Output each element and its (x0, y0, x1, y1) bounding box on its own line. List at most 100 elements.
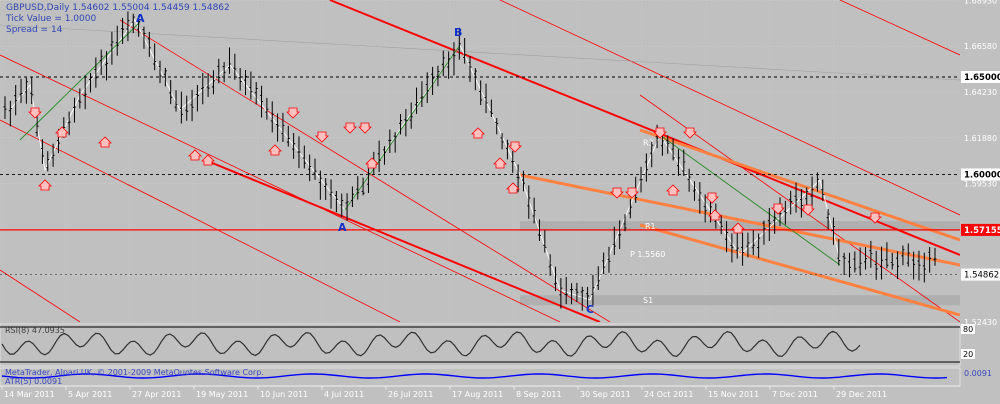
price-axis: 1.68930 1.66580 1.64230 1.61880 1.59530 1.571… (961, 0, 1000, 327)
date-tick-label: 27 Apr 2011 (132, 390, 181, 399)
channel-line (0, 24, 960, 81)
rsi-title: RSI(8) 47.0935 (5, 326, 65, 335)
rsi-tick-box (961, 324, 975, 334)
fractal-down-arrow (625, 187, 639, 199)
date-axis: 14 Mar 2011 5 Apr 2011 27 Apr 2011 19 May 2… (0, 385, 960, 399)
fractal-down-arrow (683, 127, 697, 139)
rsi-line (1, 330, 861, 358)
fractal-up-arrow (268, 144, 282, 156)
fractal-up-arrow (493, 157, 507, 169)
date-tick-label: 14 Mar 2011 (4, 390, 55, 399)
fractal-up-arrow (201, 154, 215, 166)
date-tick-label: 10 Jun 2011 (260, 390, 308, 399)
level-label-box (961, 223, 1000, 236)
level-label-box (961, 70, 1000, 83)
channel-line (329, 0, 960, 256)
date-tick-label: 26 Jul 2011 (388, 390, 433, 399)
s1-label: S1 (643, 296, 653, 305)
fractal-down-arrow (315, 131, 329, 143)
date-tick-label: 7 Dec 2011 (772, 390, 818, 399)
pivot-zone (520, 295, 960, 306)
current-price-label: 1.54862 (964, 271, 999, 281)
green-trend-line (659, 134, 841, 266)
date-tick-label: 29 Dec 2011 (836, 390, 887, 399)
channel-line (839, 0, 960, 56)
fractal-up-arrow (666, 184, 680, 196)
rsi-tick-label: 20 (963, 350, 973, 359)
price-tick-label: 1.66580 (964, 42, 997, 51)
symbol-line: GBPUSD,Daily 1.54602 1.55004 1.54459 1.5… (6, 3, 230, 13)
wave-label: A (136, 12, 145, 25)
atr-value-label: 0.0091 (964, 369, 992, 378)
green-trend-line (19, 21, 141, 141)
date-tick-label: 19 May 2011 (196, 390, 248, 399)
channel-line (119, 19, 611, 322)
channel-line (0, 119, 401, 322)
channel-line (639, 128, 960, 242)
pivot-label: P 1.5560 (630, 250, 665, 259)
fractal-up-arrow (38, 179, 52, 191)
rsi-panel: 80 20 (0, 323, 975, 367)
zigzag-line (9, 19, 841, 301)
info-line-tick-value: Tick Value = 1.0000 (5, 14, 96, 24)
fractal-up-arrow (98, 136, 112, 148)
fractal-up-arrow (188, 149, 202, 161)
level-label: 1.57155 (964, 226, 1000, 236)
price-tick-label: 1.61880 (964, 134, 997, 143)
channel-line (204, 159, 601, 322)
rsi-tick-box (961, 349, 975, 359)
date-tick-label: 17 Aug 2011 (452, 390, 503, 399)
wave-label: C (586, 303, 594, 316)
date-tick-label: 15 Nov 2011 (708, 390, 759, 399)
date-tick-label: 4 Jul 2011 (324, 390, 364, 399)
date-tick-label: 5 Apr 2011 (68, 390, 112, 399)
level-label-box (961, 168, 1000, 181)
fractal-down-arrow (343, 122, 357, 134)
fractal-down-arrow (653, 127, 667, 139)
main-plot: P 1.5560 R1 R3 S1 A B C A (0, 0, 960, 322)
copyright-text: MetaTrader, Alpari UK, © 2001-2009 MetaQ… (5, 368, 264, 377)
fractal-down-arrow (28, 107, 42, 119)
current-price-box (961, 268, 1000, 281)
date-tick-label: 30 Sep 2011 (580, 390, 631, 399)
fractal-down-arrow (286, 107, 300, 119)
channel-line (639, 223, 960, 317)
fractal-up-arrow (471, 127, 485, 139)
fractal-up-arrow (731, 222, 745, 234)
channel-line (499, 0, 960, 216)
fractal-down-arrow (610, 187, 624, 199)
fractal-down-arrow (771, 203, 785, 215)
fractal-down-arrow (868, 212, 882, 224)
price-tick-label: 1.52430 (964, 318, 997, 327)
fractal-up-arrow (365, 157, 379, 169)
main-plot-bg (0, 0, 960, 322)
rsi-tick-label: 80 (963, 325, 973, 334)
atr-line (1, 373, 948, 379)
level-label: 1.60000 (964, 170, 1000, 180)
info-line-spread: Spread = 14 (6, 25, 63, 35)
green-trend-line (344, 44, 461, 211)
level-label: 1.65000 (964, 73, 1000, 83)
fractal-down-arrow (705, 192, 719, 204)
date-tick-label: 8 Sep 2011 (516, 390, 562, 399)
fractal-down-arrow (508, 141, 522, 153)
fractal-up-arrow (55, 126, 69, 138)
rsi-panel-bg (0, 323, 961, 367)
wave-label: A (338, 221, 347, 234)
channel-line (0, 269, 81, 322)
fractal-down-arrow (358, 122, 372, 134)
r3-label: R3 (643, 138, 654, 147)
channel-line (0, 54, 561, 322)
wave-label: B (454, 26, 462, 39)
price-tick-label: 1.64230 (964, 88, 997, 97)
price-tick-label: 1.59530 (964, 180, 997, 189)
price-tick-label: 1.68930 (964, 0, 997, 5)
r1-label: R1 (645, 222, 656, 231)
fractal-up-arrow (708, 209, 722, 221)
date-tick-label: 24 Oct 2011 (644, 390, 693, 399)
fractal-up-arrow (506, 182, 520, 194)
fractal-down-arrow (801, 204, 815, 216)
atr-title: ATR(5) 0.0091 (5, 377, 62, 386)
